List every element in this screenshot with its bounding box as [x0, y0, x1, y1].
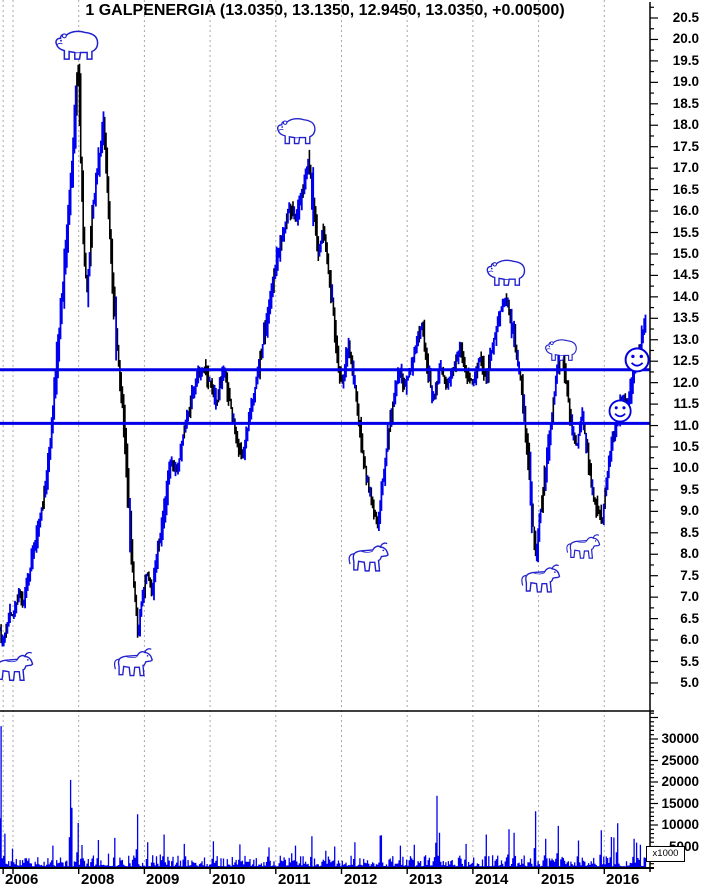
- volume-unit-label: x1000: [652, 848, 679, 859]
- price-tick-label: 6.5: [680, 611, 699, 626]
- x-axis-year-label: 2013: [409, 871, 443, 888]
- price-tick-label: 10.5: [672, 439, 699, 454]
- price-tick-label: 20.5: [672, 10, 699, 25]
- bull-icon: [0, 651, 34, 681]
- bear-icon: [55, 30, 99, 60]
- x-axis-year-label: 2012: [344, 871, 378, 888]
- axes: [0, 2, 658, 874]
- price-tick-label: 17.0: [672, 160, 699, 175]
- price-tick-label: 17.5: [672, 139, 699, 154]
- x-axis-year-label: 2009: [146, 871, 180, 888]
- volume-tick-label: 10000: [661, 817, 699, 832]
- price-tick-label: 16.5: [672, 182, 699, 197]
- x-axis-year-label: 2006: [5, 871, 39, 888]
- bull-icon: [521, 564, 561, 593]
- smiley-icon: [624, 347, 650, 373]
- bull-icon: [566, 534, 601, 559]
- price-series: [0, 63, 647, 647]
- price-tick-label: 7.5: [680, 568, 699, 583]
- price-tick-label: 18.0: [672, 117, 699, 132]
- volume-tick-label: 20000: [661, 774, 699, 789]
- price-tick-label: 10.0: [672, 460, 699, 475]
- chart-title: 1 GALPENERGIA (13.0350, 13.1350, 12.9450…: [85, 2, 565, 19]
- volume-tick-label: 30000: [661, 731, 699, 746]
- price-tick-label: 8.5: [680, 525, 699, 540]
- price-tick-label: 12.5: [672, 353, 699, 368]
- trendlines: [0, 368, 650, 425]
- price-tick-label: 15.0: [672, 246, 699, 261]
- price-tick-label: 19.0: [672, 74, 699, 89]
- x-axis-year-label: 2015: [541, 871, 575, 888]
- bull-icon: [113, 648, 153, 677]
- chart-markers: [0, 30, 650, 681]
- price-tick-label: 16.0: [672, 203, 699, 218]
- x-axis-year-label: 2011: [278, 871, 311, 888]
- bear-icon: [545, 339, 577, 361]
- price-tick-label: 8.0: [680, 546, 699, 561]
- price-tick-label: 9.0: [680, 503, 699, 518]
- x-axis-year-label: 2008: [81, 871, 115, 888]
- volume-tick-label: 25000: [661, 753, 699, 768]
- price-tick-label: 7.0: [680, 589, 699, 604]
- bear-icon: [486, 259, 526, 286]
- volume-series: [0, 726, 647, 868]
- price-tick-label: 20.0: [672, 31, 699, 46]
- volume-tick-label: 15000: [661, 796, 699, 811]
- price-tick-label: 14.0: [672, 289, 699, 304]
- bull-icon: [348, 542, 389, 572]
- price-tick-label: 13.0: [672, 332, 699, 347]
- price-tick-label: 18.5: [672, 96, 699, 111]
- x-axis-year-label: 2016: [606, 871, 640, 888]
- price-tick-label: 6.0: [680, 632, 699, 647]
- price-tick-label: 13.5: [672, 310, 699, 325]
- volume-unit-box: x1000: [646, 846, 685, 862]
- price-tick-label: 19.5: [672, 53, 699, 68]
- price-tick-label: 5.0: [680, 675, 699, 690]
- price-tick-label: 5.5: [680, 654, 699, 669]
- price-tick-label: 11.0: [673, 418, 699, 433]
- x-axis-year-label: 2014: [475, 871, 509, 888]
- smiley-icon: [608, 399, 632, 423]
- bear-icon: [277, 118, 316, 145]
- x-axis-year-label: 2010: [212, 871, 246, 888]
- price-tick-label: 14.5: [672, 267, 699, 282]
- price-tick-label: 11.5: [673, 396, 699, 411]
- price-tick-label: 9.5: [680, 482, 699, 497]
- price-tick-label: 12.0: [672, 375, 699, 390]
- price-tick-label: 15.5: [672, 225, 699, 240]
